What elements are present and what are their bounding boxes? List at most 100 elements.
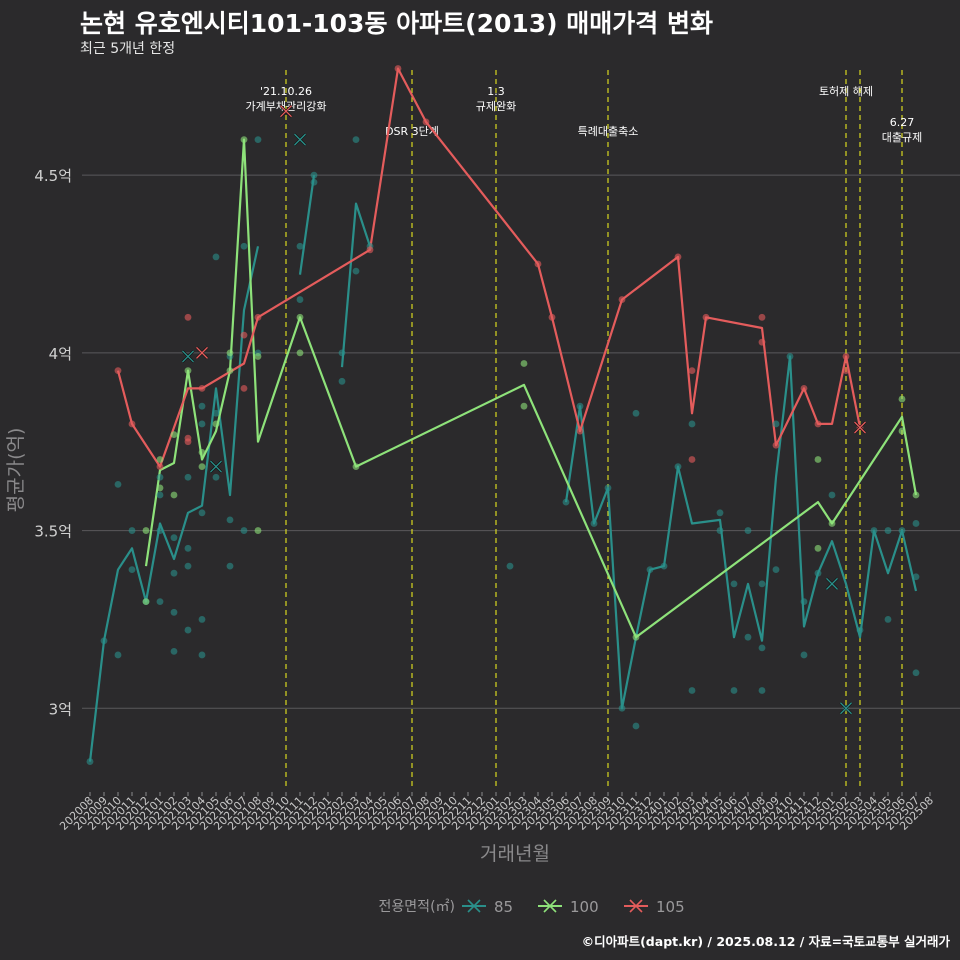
data-point-85 [198, 420, 206, 428]
data-point-85 [212, 409, 220, 417]
data-point-85 [814, 569, 822, 577]
data-point-85 [632, 409, 640, 417]
x-axis: 2020082020092020102020112020122021012021… [57, 792, 936, 833]
data-point-85 [884, 616, 892, 623]
data-point-85 [870, 527, 878, 534]
data-point-85 [184, 562, 192, 570]
data-point-85 [226, 562, 234, 570]
series-line-85 [88, 246, 260, 762]
data-point-100 [898, 427, 906, 435]
data-point-100 [170, 431, 178, 439]
data-point-105 [688, 367, 696, 375]
data-point-85 [240, 527, 248, 534]
data-point-105 [156, 463, 164, 470]
data-point-105 [842, 353, 850, 360]
data-point-85 [240, 242, 248, 250]
legend-label: 105 [656, 898, 685, 916]
data-point-85 [772, 420, 780, 428]
data-point-85 [184, 544, 192, 552]
data-point-100 [254, 527, 262, 534]
data-point-85 [212, 473, 220, 481]
data-point-85 [730, 687, 738, 694]
data-point-85 [828, 491, 836, 499]
data-point-105 [800, 385, 808, 392]
data-point-100 [814, 544, 822, 552]
data-point-100 [254, 353, 262, 360]
y-axis: 3억 3.5억 4억 4.5억 [34, 167, 72, 718]
event-label: '21.10.26 가계부채관리강화 [246, 85, 327, 113]
event-label: 토허제 해제 [819, 84, 873, 98]
data-point-85 [772, 566, 780, 574]
data-point-85 [338, 377, 346, 385]
series-line-85 [340, 202, 372, 368]
data-point-85 [758, 687, 766, 694]
event-label: 1.3 규제완화 [476, 85, 516, 113]
data-point-85 [198, 402, 206, 410]
legend-label: 100 [570, 898, 599, 916]
data-point-85 [884, 527, 892, 534]
data-point-85 [198, 509, 206, 517]
legend-title: 전용면적(㎡) [379, 899, 455, 915]
data-point-85 [800, 598, 808, 606]
cross-marker-85 [293, 133, 307, 147]
data-point-105 [842, 367, 850, 375]
data-point-85 [576, 402, 584, 410]
data-point-85 [730, 580, 738, 588]
data-point-100 [814, 456, 822, 463]
data-point-100 [142, 598, 150, 606]
legend-label: 85 [494, 898, 513, 916]
series-line-85 [564, 355, 918, 710]
y-tick-label: 4.5억 [34, 167, 72, 185]
data-point-85 [590, 520, 598, 527]
data-point-85 [352, 267, 360, 275]
data-point-85 [226, 516, 234, 524]
data-point-105 [576, 427, 584, 435]
data-point-85 [758, 644, 766, 652]
data-point-105 [772, 441, 780, 449]
data-point-100 [520, 360, 528, 367]
data-point-85 [562, 498, 570, 506]
data-point-105 [198, 385, 206, 392]
data-point-85 [170, 569, 178, 577]
data-point-100 [828, 520, 836, 527]
data-point-100 [296, 313, 304, 321]
data-point-85 [156, 473, 164, 481]
x-axis-title: 거래년월 [480, 843, 550, 865]
data-point-85 [688, 420, 696, 428]
data-point-85 [170, 647, 178, 655]
data-point-85 [352, 136, 360, 144]
data-point-85 [170, 534, 178, 542]
data-point-105 [758, 313, 766, 321]
data-point-85 [100, 637, 108, 645]
data-point-105 [128, 420, 136, 428]
chart-title: 논현 유호엔시티101-103동 아파트(2013) 매매가격 변화 [80, 9, 713, 38]
data-point-85 [912, 520, 920, 527]
series-points [86, 65, 920, 765]
data-point-100 [184, 367, 192, 375]
data-point-100 [170, 491, 178, 499]
data-point-105 [394, 65, 402, 72]
data-point-85 [198, 651, 206, 659]
data-point-105 [688, 456, 696, 463]
data-point-85 [660, 562, 668, 570]
data-point-85 [156, 598, 164, 606]
data-point-85 [254, 136, 262, 144]
data-point-105 [618, 296, 626, 303]
data-point-85 [800, 651, 808, 659]
cross-marker-105 [279, 104, 293, 118]
data-point-85 [912, 573, 920, 581]
data-point-100 [142, 527, 150, 534]
data-point-85 [744, 633, 752, 641]
chart-subtitle: 최근 5개년 한정 [80, 41, 176, 57]
data-point-85 [604, 484, 612, 492]
data-point-85 [758, 580, 766, 588]
data-point-100 [226, 367, 234, 375]
y-axis-title: 평균가(억) [5, 428, 27, 513]
data-point-105 [534, 260, 542, 268]
data-point-85 [646, 566, 654, 574]
data-point-85 [114, 480, 122, 488]
data-point-85 [506, 562, 514, 570]
series-line-85 [298, 175, 316, 275]
data-point-100 [352, 463, 360, 470]
event-label: 6.27 대출규제 [882, 116, 922, 144]
